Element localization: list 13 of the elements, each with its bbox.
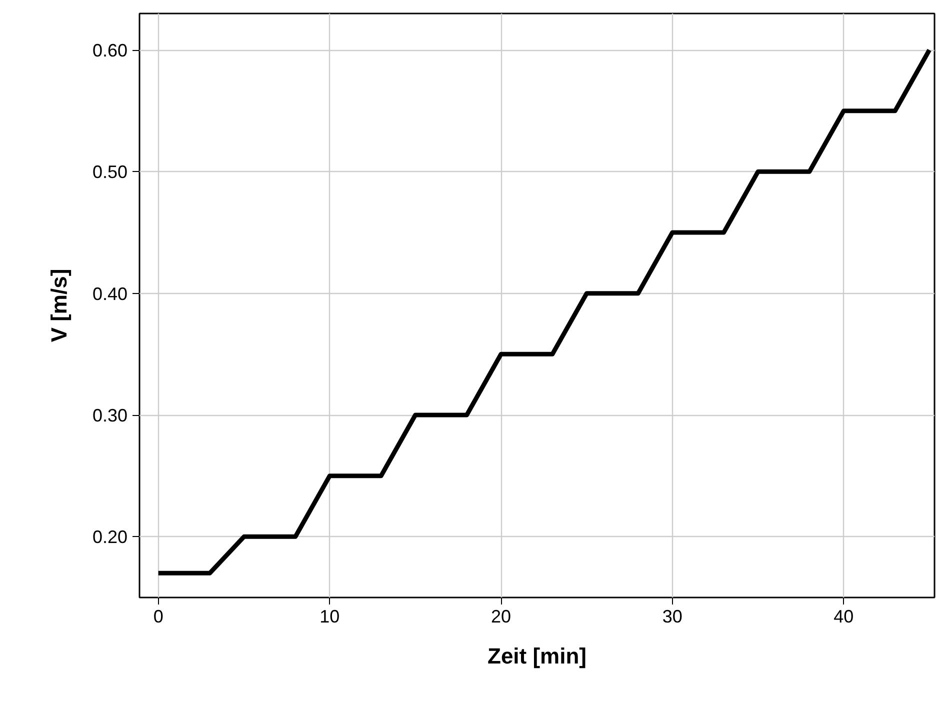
y-tick-label: 0.20 (92, 527, 128, 548)
y-tick-label: 0.50 (92, 162, 128, 182)
x-tick-label: 10 (320, 606, 340, 626)
x-tick-label: 0 (153, 606, 164, 626)
y-axis-title: V [m/s] (46, 268, 72, 342)
x-axis-title: Zeit [min] (488, 644, 587, 668)
y-tick-label: 0.40 (92, 284, 128, 304)
x-tick-label: 40 (834, 606, 854, 626)
y-tick-label: 0.30 (92, 406, 128, 426)
x-tick-label: 30 (662, 606, 682, 626)
y-tick-label: 0.60 (92, 40, 128, 60)
x-tick-label: 20 (491, 606, 512, 626)
line-series (156, 48, 932, 576)
